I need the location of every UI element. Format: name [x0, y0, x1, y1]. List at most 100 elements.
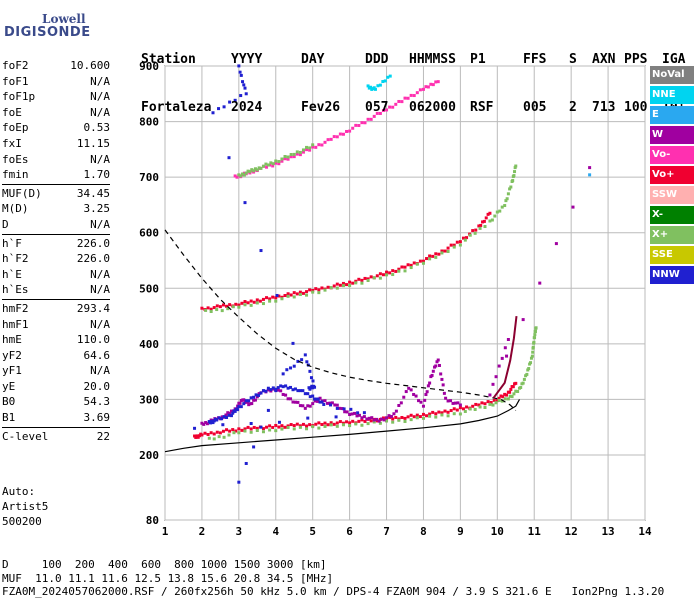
scatter-point — [295, 422, 299, 426]
scatter-point — [530, 354, 534, 358]
scatter-point — [271, 425, 275, 429]
scatter-point — [345, 283, 349, 287]
scatter-point — [280, 424, 284, 428]
scatter-point — [497, 396, 501, 400]
scatter-point — [237, 431, 241, 435]
scatter-point — [306, 404, 310, 408]
scatter-point — [458, 403, 462, 407]
scatter-point — [353, 411, 357, 415]
header-row-labels: StationYYYYDAYDDDHHMMSSP1FFSSAXNPPSIGAPS — [141, 52, 685, 68]
scatter-point — [236, 408, 240, 412]
scatter-point — [237, 427, 241, 431]
scatter-point — [284, 393, 288, 397]
scatter-point — [317, 421, 321, 425]
scatter-point — [372, 86, 376, 90]
param-label: foF1p — [2, 90, 36, 104]
scatter-point — [345, 129, 349, 133]
scatter-point — [261, 389, 265, 393]
scatter-point — [554, 242, 558, 246]
scatter-point — [489, 400, 493, 404]
scatter-point — [244, 461, 248, 465]
scatter-point — [238, 401, 242, 405]
scatter-point — [277, 294, 281, 298]
scatter-point — [341, 132, 345, 136]
scatter-point — [425, 390, 429, 394]
scatter-point — [298, 425, 302, 429]
header-value-2: Fev26 — [301, 100, 341, 115]
scatter-point — [453, 401, 457, 405]
scatter-point — [286, 425, 290, 429]
scatter-point — [527, 367, 531, 371]
scatter-point — [231, 305, 235, 309]
scatter-point — [269, 388, 273, 392]
legend-item-sse: SSE — [650, 246, 694, 264]
scatter-point — [349, 407, 353, 411]
scatter-point — [376, 84, 380, 88]
scatter-point — [289, 152, 293, 156]
scatter-point — [249, 422, 253, 426]
scatter-point — [367, 416, 371, 420]
scatter-point — [381, 80, 385, 84]
param-label: B1 — [2, 411, 16, 425]
param-row: foF1 N/A — [2, 74, 110, 90]
param-row: yF1 N/A — [2, 363, 110, 379]
scatter-point — [366, 84, 370, 88]
scatter-point — [392, 412, 396, 416]
profile-line — [164, 399, 521, 453]
scatter-point — [280, 297, 284, 301]
scatter-point — [341, 281, 345, 285]
scatter-point — [360, 281, 364, 285]
y-tick-label: 700 — [139, 171, 159, 184]
scatter-point — [218, 305, 222, 309]
scatter-point — [237, 405, 241, 409]
scatter-point — [301, 150, 305, 154]
polarization-legend: NoVal NNE E W Vo- Vo+ SSW X- X+ SSE NNW — [650, 66, 694, 286]
scatter-point — [265, 165, 269, 169]
param-label: D — [2, 217, 9, 231]
scatter-point — [284, 384, 288, 388]
scatter-point — [428, 257, 432, 261]
scatter-point — [357, 277, 361, 281]
scatter-point — [522, 377, 526, 381]
scatter-point — [289, 293, 293, 297]
scatter-point — [309, 376, 313, 380]
scatter-point — [500, 399, 504, 403]
scatter-point — [378, 111, 382, 115]
header-value-5: RSF — [470, 100, 494, 115]
chart-lines — [164, 229, 521, 453]
scatter-point — [306, 416, 310, 420]
header-value-8: 713 — [592, 100, 616, 115]
scatter-point — [252, 169, 256, 173]
scatter-point — [261, 164, 265, 168]
scatter-point — [332, 135, 336, 139]
scatter-point — [283, 294, 287, 298]
param-label: C-level — [2, 429, 49, 443]
header-row-values: Fortaleza 2024 Fev26 057 062000 RSF 005 2 713 100… — [141, 100, 685, 116]
scatter-point — [311, 425, 315, 429]
x-tick-label: 9 — [457, 525, 464, 538]
scatter-point — [212, 306, 216, 310]
param-value: N/A — [90, 74, 110, 88]
scatter-point — [497, 398, 501, 402]
scatter-point — [225, 304, 229, 308]
scatter-point — [430, 373, 434, 377]
scatter-point — [320, 143, 324, 147]
scatter-point — [355, 414, 359, 418]
scatter-point — [510, 395, 514, 399]
scatter-point — [279, 389, 283, 393]
param-label: foF2 — [2, 59, 29, 72]
scatter-point — [291, 388, 295, 392]
scatter-point — [196, 435, 200, 439]
scatter-point — [209, 309, 213, 313]
scatter-point — [314, 422, 318, 426]
scatter-point — [222, 415, 226, 419]
scatter-point — [369, 117, 373, 121]
scatter-point — [375, 274, 379, 278]
scatter-point — [335, 403, 339, 407]
scatter-point — [421, 259, 425, 263]
scatter-point — [296, 389, 300, 393]
x-tick-label: 10 — [491, 525, 504, 538]
scatter-point — [400, 415, 404, 419]
scatter-point — [323, 399, 327, 403]
scatter-point — [227, 156, 231, 160]
